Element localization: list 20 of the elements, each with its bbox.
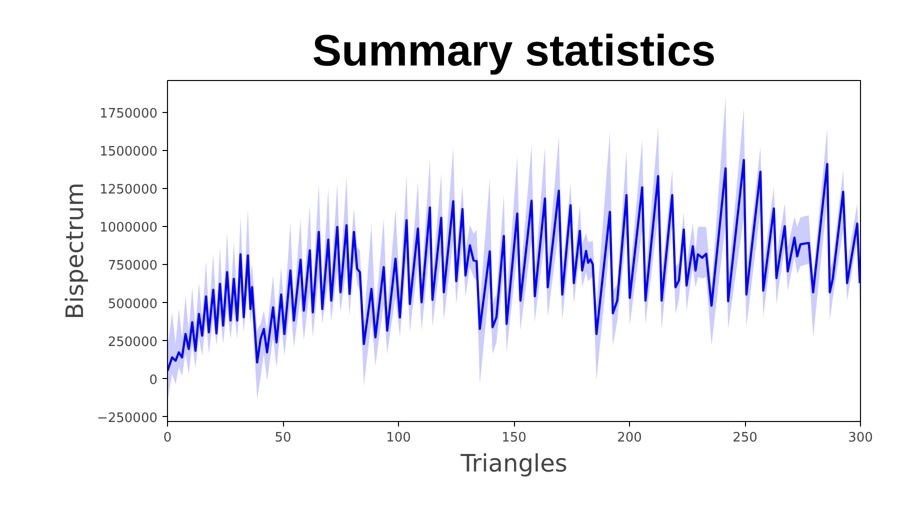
x-tick-label: 300: [848, 430, 873, 446]
x-tick-label: 50: [274, 430, 292, 446]
x-tick-label: 200: [617, 430, 642, 446]
x-tick-label: 100: [386, 430, 411, 446]
y-tick-label: 1000000: [100, 220, 158, 236]
y-tick-label: 0: [149, 372, 158, 388]
y-tick-label: 1250000: [100, 182, 158, 198]
y-tick-label: 1750000: [100, 106, 158, 122]
y-tick-label: 250000: [108, 334, 158, 350]
x-tick-label: 150: [502, 430, 526, 446]
y-axis-title: Bispectrum: [60, 182, 89, 320]
y-tick-label: 1500000: [100, 144, 158, 160]
x-tick-label: 0: [163, 430, 172, 446]
x-tick-label: 250: [732, 430, 758, 446]
line-series: [168, 158, 860, 372]
x-axis-title: Triangles: [460, 450, 568, 478]
y-tick-label: 750000: [108, 258, 158, 274]
y-tick-label: 500000: [108, 296, 158, 312]
y-tick-label: −250000: [96, 410, 158, 426]
chart-title: Summary statistics: [312, 26, 716, 76]
